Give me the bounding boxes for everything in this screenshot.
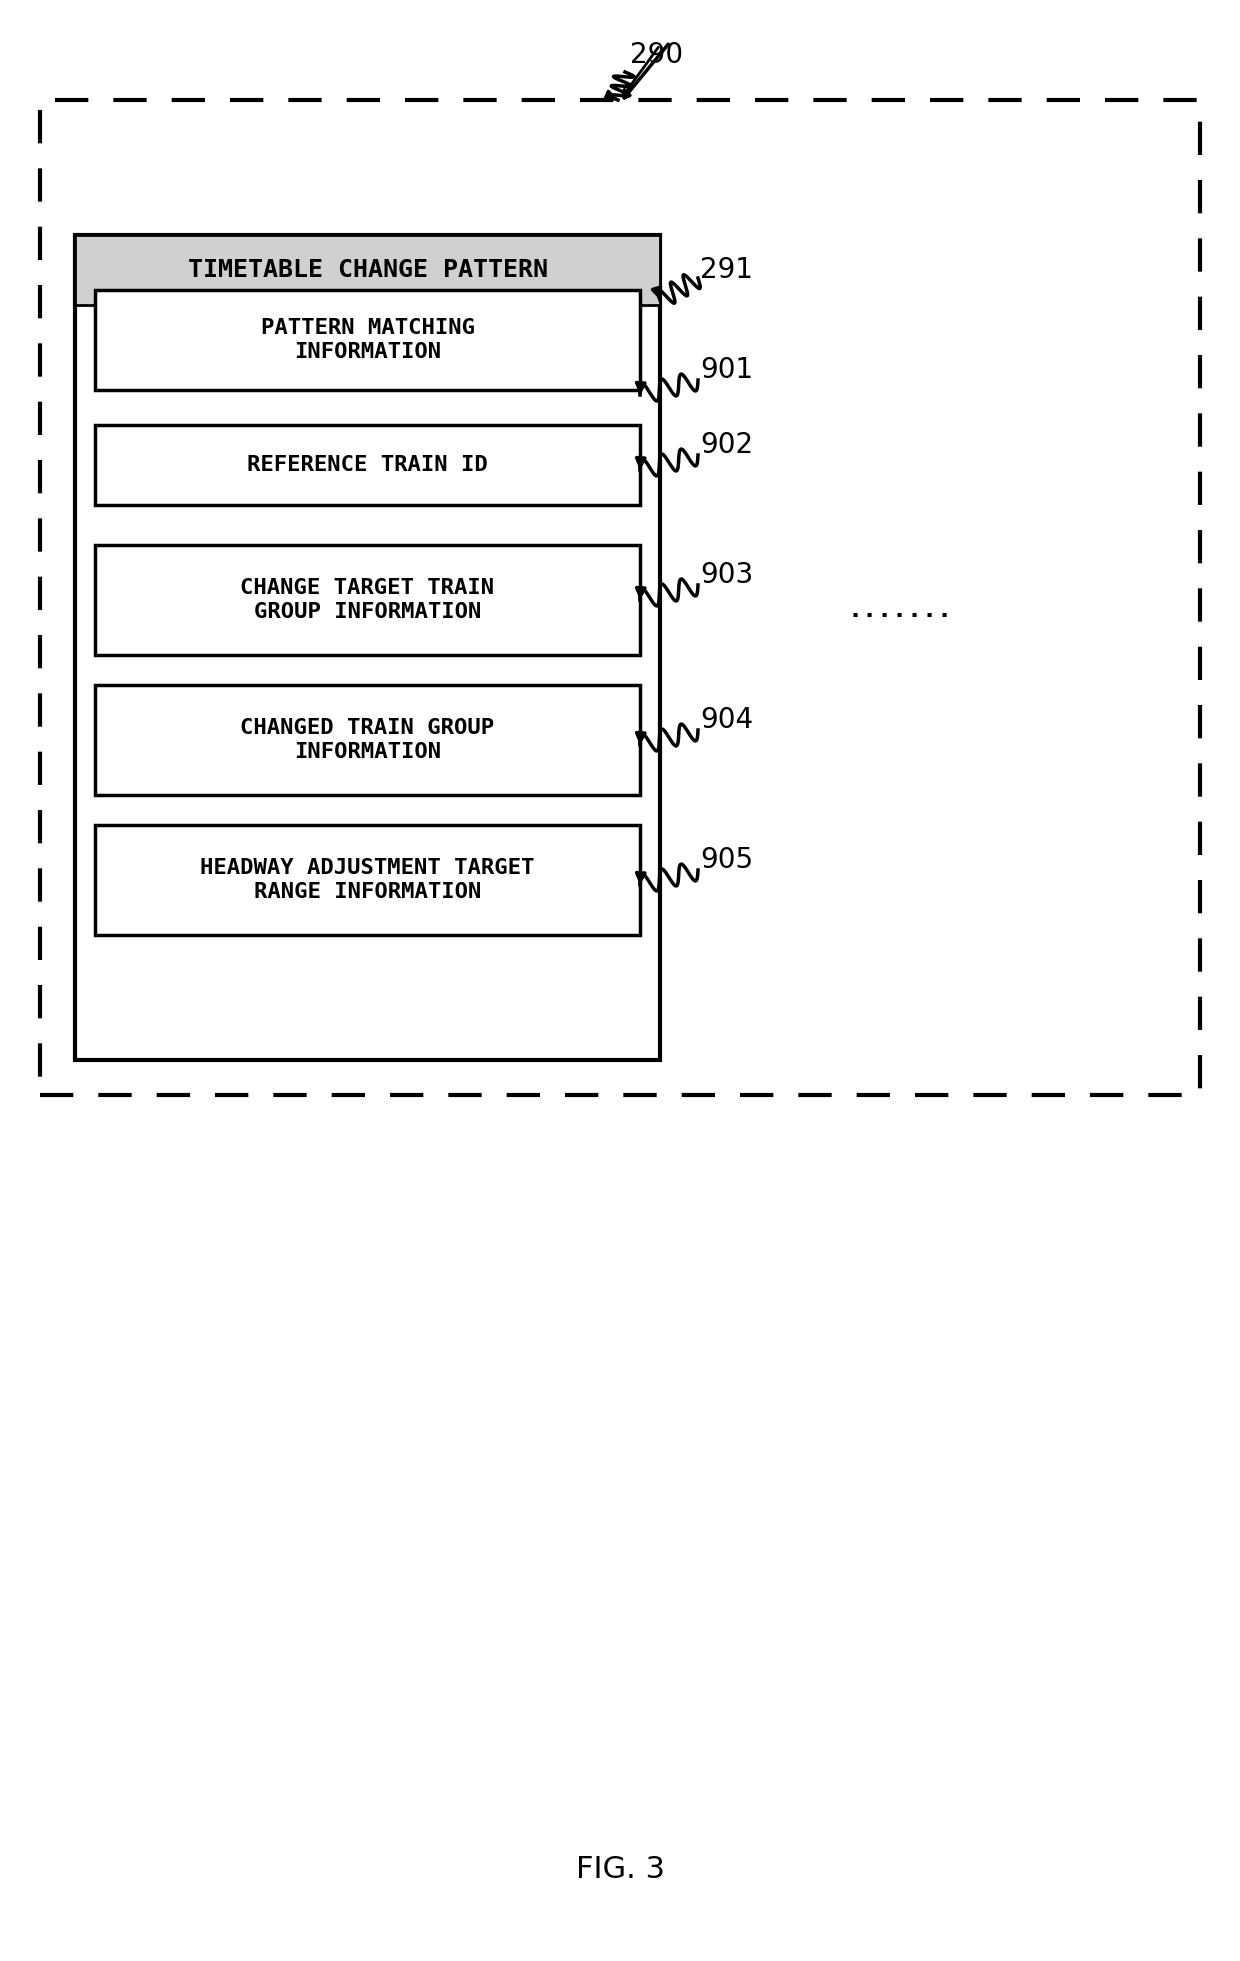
FancyBboxPatch shape [95,826,640,935]
FancyBboxPatch shape [74,235,660,1061]
Text: 291: 291 [701,257,753,284]
Text: CHANGED TRAIN GROUP
INFORMATION: CHANGED TRAIN GROUP INFORMATION [241,718,495,761]
FancyBboxPatch shape [95,684,640,794]
Text: 903: 903 [701,561,753,588]
Text: 290: 290 [630,41,683,69]
FancyBboxPatch shape [95,545,640,655]
Text: FIG. 3: FIG. 3 [575,1855,665,1885]
Text: PATTERN MATCHING
INFORMATION: PATTERN MATCHING INFORMATION [260,318,475,361]
FancyBboxPatch shape [95,426,640,506]
FancyBboxPatch shape [95,290,640,390]
Text: 902: 902 [701,431,753,459]
Text: CHANGE TARGET TRAIN
GROUP INFORMATION: CHANGE TARGET TRAIN GROUP INFORMATION [241,578,495,622]
Text: .......: ....... [847,598,952,622]
FancyBboxPatch shape [74,235,660,306]
Text: TIMETABLE CHANGE PATTERN: TIMETABLE CHANGE PATTERN [187,259,548,282]
Text: 905: 905 [701,845,753,875]
Text: 901: 901 [701,357,753,384]
FancyBboxPatch shape [40,100,1200,1094]
Text: HEADWAY ADJUSTMENT TARGET
RANGE INFORMATION: HEADWAY ADJUSTMENT TARGET RANGE INFORMAT… [201,859,534,902]
Text: REFERENCE TRAIN ID: REFERENCE TRAIN ID [247,455,487,475]
Text: 904: 904 [701,706,753,733]
